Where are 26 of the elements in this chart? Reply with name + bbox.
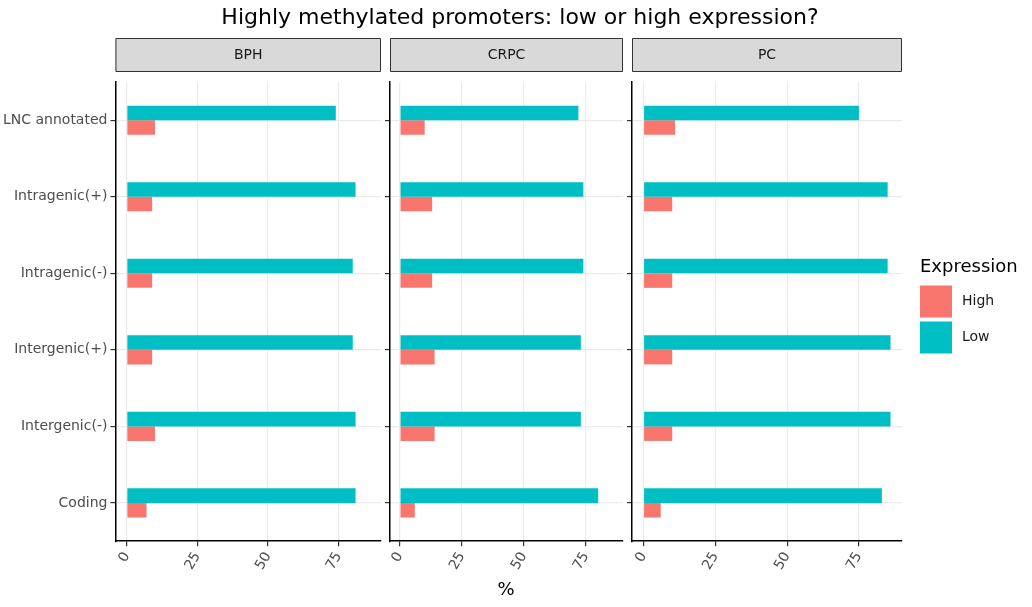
x-tick-label: 75 (568, 548, 592, 573)
y-tick-label: Intragenic(+) (13, 187, 108, 204)
chart-subtitle: BPH (233, 45, 263, 62)
legend-title: Expression (920, 255, 1018, 277)
text: Highly methylated promoters: low or high expression? (220, 4, 820, 29)
x-tick-label: 0 (630, 548, 650, 565)
y-tick-label: Intergenic(-) (20, 417, 108, 434)
x-tick-label: 0 (387, 548, 406, 565)
chart-subtitle: CRPC (487, 45, 526, 62)
x-tick-label: 75 (321, 548, 345, 573)
legend-label: High (962, 292, 995, 309)
x-tick-label: 50 (250, 548, 274, 573)
y-tick-label: Intragenic(-) (20, 263, 108, 280)
legend-label: Low (962, 328, 990, 345)
x-tick-label: 0 (114, 548, 133, 565)
x-tick-label: 50 (770, 548, 793, 573)
x-tick-label: 25 (180, 548, 204, 573)
x-tick-label: 75 (841, 548, 865, 573)
y-tick-label: Intergenic(+) (14, 340, 108, 357)
x-tick-label: 25 (444, 548, 468, 573)
x-axis-title: % (496, 578, 516, 599)
x-tick-label: 50 (506, 548, 530, 573)
chart-subtitle: PC (757, 45, 777, 62)
x-tick-label: 25 (698, 548, 722, 573)
y-tick-label: LNC annotated (2, 110, 108, 127)
y-tick-label: Coding (58, 493, 108, 510)
